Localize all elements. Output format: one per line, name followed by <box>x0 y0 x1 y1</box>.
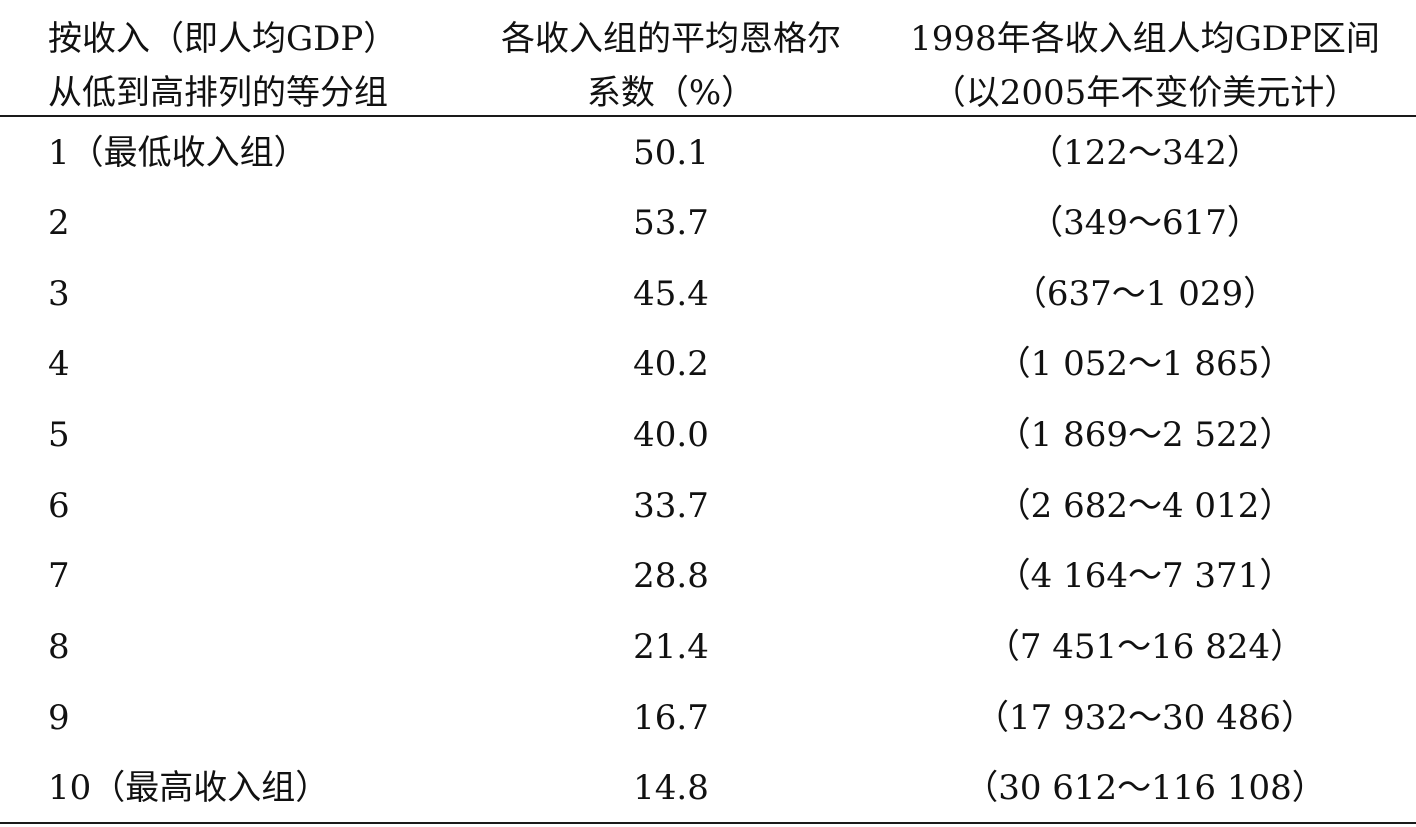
cell-engel: 28.8 <box>633 556 709 596</box>
cell-engel: 50.1 <box>633 133 709 173</box>
table-row: 6 33.7 （2 682～4 012） <box>0 471 1416 541</box>
cell-engel: 40.2 <box>633 344 709 384</box>
cell-engel: 53.7 <box>633 203 709 243</box>
cell-range: （1 052～1 865） <box>996 344 1294 384</box>
cell-engel: 40.0 <box>633 415 709 455</box>
cell-range: （2 682～4 012） <box>996 486 1294 526</box>
cell-group: 9 <box>48 698 70 738</box>
cell-range: （30 612～116 108） <box>964 768 1326 808</box>
header-line: 1998年各收入组人均GDP区间 <box>910 19 1380 59</box>
bottom-rule <box>0 822 1416 824</box>
cell-group: 5 <box>48 415 70 455</box>
cell-range: （637～1 029） <box>1012 274 1278 314</box>
table-row: 4 40.2 （1 052～1 865） <box>0 329 1416 399</box>
cell-range: （349～617） <box>1029 203 1261 243</box>
cell-engel: 14.8 <box>633 768 709 808</box>
header-line: 从低到高排列的等分组 <box>48 73 388 113</box>
cell-group: 8 <box>48 627 70 667</box>
cell-range: （7 451～16 824） <box>985 627 1305 667</box>
cell-range: （1 869～2 522） <box>996 415 1294 455</box>
cell-engel: 33.7 <box>633 486 709 526</box>
table-row: 3 45.4 （637～1 029） <box>0 259 1416 329</box>
cell-engel: 21.4 <box>633 627 709 667</box>
cell-group: 6 <box>48 486 70 526</box>
table-row: 5 40.0 （1 869～2 522） <box>0 400 1416 470</box>
table-row: 7 28.8 （4 164～7 371） <box>0 541 1416 611</box>
table-row: 10（最高收入组） 14.8 （30 612～116 108） <box>0 753 1416 823</box>
cell-range: （4 164～7 371） <box>996 556 1294 596</box>
table-row: 1（最低收入组） 50.1 （122～342） <box>0 118 1416 188</box>
cell-group: 3 <box>48 274 70 314</box>
header-line: 系数（%） <box>586 73 756 113</box>
cell-group: 1（最低收入组） <box>48 133 308 173</box>
header-line: （以2005年不变价美元计） <box>931 73 1359 113</box>
cell-group: 10（最高收入组） <box>48 768 330 808</box>
header-engel-coefficient: 各收入组的平均恩格尔 系数（%） <box>476 12 866 120</box>
header-divider <box>0 115 1416 117</box>
cell-range: （17 932～30 486） <box>975 698 1315 738</box>
header-line: 按收入（即人均GDP） <box>48 19 398 59</box>
header-gdp-range: 1998年各收入组人均GDP区间 （以2005年不变价美元计） <box>880 12 1410 120</box>
cell-engel: 45.4 <box>633 274 709 314</box>
cell-group: 7 <box>48 556 70 596</box>
table-row: 2 53.7 （349～617） <box>0 188 1416 258</box>
cell-range: （122～342） <box>1029 133 1261 173</box>
table-row: 9 16.7 （17 932～30 486） <box>0 683 1416 753</box>
cell-group: 4 <box>48 344 70 384</box>
table-row: 8 21.4 （7 451～16 824） <box>0 612 1416 682</box>
header-income-group: 按收入（即人均GDP） 从低到高排列的等分组 <box>48 12 397 120</box>
cell-group: 2 <box>48 203 70 243</box>
cell-engel: 16.7 <box>633 698 709 738</box>
header-line: 各收入组的平均恩格尔 <box>501 19 841 59</box>
